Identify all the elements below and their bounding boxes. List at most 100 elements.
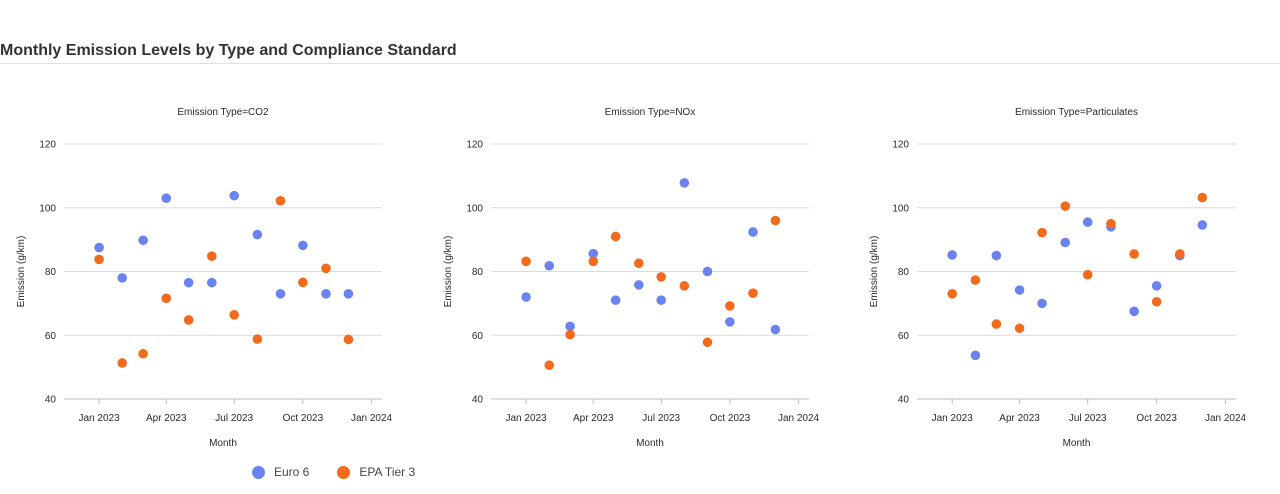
data-point — [702, 337, 713, 348]
data-point — [183, 277, 194, 288]
data-point — [343, 334, 354, 345]
data-point — [970, 350, 981, 361]
legend: Euro 6 EPA Tier 3 — [252, 465, 443, 479]
title-divider — [0, 63, 1280, 64]
data-point — [207, 251, 217, 261]
y-tick-label: 100 — [39, 203, 56, 214]
y-tick-label: 80 — [472, 267, 484, 278]
x-axis-label: Month — [209, 438, 237, 449]
x-tick-label: Jul 2023 — [1069, 413, 1107, 424]
data-point — [770, 215, 781, 226]
data-point — [117, 358, 128, 368]
data-point — [117, 273, 128, 283]
data-point — [1060, 237, 1071, 248]
y-tick-label: 40 — [472, 395, 484, 406]
data-point — [656, 272, 666, 282]
data-point — [521, 256, 531, 267]
x-tick-label: Oct 2023 — [283, 413, 324, 424]
facet-title: Emission Type=Particulates — [1015, 107, 1138, 118]
data-point — [947, 250, 957, 260]
x-axis-label: Month — [636, 438, 664, 449]
data-point — [565, 321, 575, 332]
y-axis-label: Emission (g/km) — [443, 236, 454, 308]
data-point — [161, 193, 172, 203]
data-point — [770, 324, 781, 335]
x-tick-label: Oct 2023 — [710, 413, 751, 424]
y-tick-label: 40 — [45, 395, 57, 406]
data-point — [298, 240, 308, 251]
legend-item-epa-tier3[interactable]: EPA Tier 3 — [337, 465, 415, 479]
y-tick-label: 100 — [466, 203, 483, 214]
data-point — [343, 289, 354, 299]
data-point — [1037, 227, 1047, 238]
x-tick-label: Apr 2023 — [999, 413, 1040, 424]
y-tick-label: 60 — [472, 331, 484, 342]
y-tick-label: 80 — [45, 267, 57, 278]
data-point — [1082, 217, 1093, 227]
y-axis-label: Emission (g/km) — [16, 236, 27, 308]
data-point — [991, 250, 1002, 261]
x-tick-label: Jan 2024 — [351, 413, 393, 424]
data-point — [321, 289, 331, 299]
data-point — [679, 178, 690, 188]
data-point — [183, 315, 194, 325]
data-point — [565, 329, 575, 340]
data-point — [947, 289, 957, 299]
data-point — [252, 229, 263, 240]
data-point — [991, 319, 1002, 329]
data-point — [970, 275, 981, 285]
y-axis-label: Emission (g/km) — [869, 236, 880, 308]
data-point — [725, 317, 735, 327]
data-point — [1106, 218, 1116, 229]
data-point — [229, 310, 239, 320]
data-point — [748, 288, 758, 298]
data-point — [321, 263, 331, 274]
data-point — [1014, 285, 1025, 295]
facet-title: Emission Type=NOx — [605, 107, 696, 118]
legend-item-euro6[interactable]: Euro 6 — [252, 465, 309, 479]
data-point — [275, 289, 286, 299]
data-point — [588, 248, 599, 259]
y-tick-label: 40 — [898, 395, 910, 406]
data-point — [252, 334, 263, 344]
data-point — [94, 254, 104, 265]
y-tick-label: 100 — [892, 203, 909, 214]
y-tick-label: 120 — [892, 140, 909, 151]
x-tick-label: Jan 2024 — [1205, 413, 1247, 424]
facet-title: Emission Type=CO2 — [177, 107, 269, 118]
data-point — [610, 295, 621, 305]
data-point — [521, 292, 531, 302]
data-point — [544, 260, 555, 271]
x-tick-label: Oct 2023 — [1136, 413, 1177, 424]
data-point — [1037, 298, 1047, 309]
data-point — [634, 258, 644, 269]
x-tick-label: Jul 2023 — [215, 413, 253, 424]
y-tick-label: 60 — [898, 331, 910, 342]
data-point — [656, 295, 666, 305]
data-point — [544, 360, 555, 371]
data-point — [1197, 192, 1208, 203]
x-tick-label: Apr 2023 — [146, 413, 187, 424]
x-tick-label: Apr 2023 — [573, 413, 614, 424]
data-point — [1014, 323, 1025, 334]
data-point — [610, 231, 621, 242]
data-point — [588, 256, 599, 267]
x-tick-label: Jan 2023 — [932, 413, 974, 424]
data-point — [1129, 306, 1139, 317]
data-point — [1129, 249, 1139, 259]
data-point — [634, 280, 644, 290]
x-axis-label: Month — [1063, 438, 1091, 449]
x-tick-label: Jan 2024 — [778, 413, 820, 424]
legend-label-euro6: Euro 6 — [274, 465, 310, 479]
x-tick-label: Jan 2023 — [506, 413, 548, 424]
data-point — [298, 277, 308, 288]
data-point — [161, 293, 172, 304]
data-point — [748, 227, 758, 237]
data-point — [1197, 220, 1208, 230]
y-tick-label: 120 — [39, 140, 56, 151]
data-point — [725, 301, 735, 311]
data-point — [207, 277, 217, 288]
x-tick-label: Jul 2023 — [642, 413, 680, 424]
legend-swatch-epa-tier3 — [337, 465, 351, 479]
